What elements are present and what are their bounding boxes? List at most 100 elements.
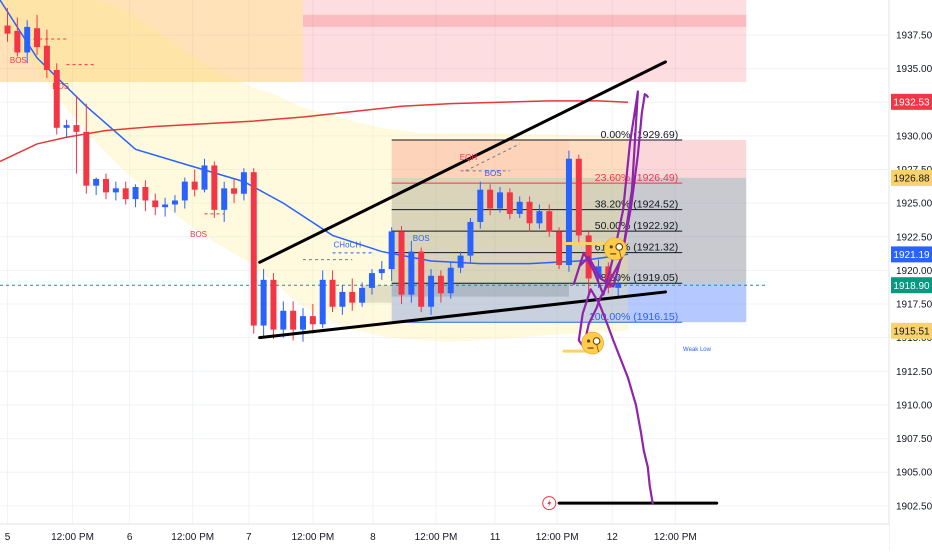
price-badge-label: 1926.88 — [893, 173, 930, 184]
price-badge — [891, 169, 932, 186]
candle-body — [4, 25, 11, 34]
time-tick-label: 12:00 PM — [536, 532, 579, 543]
candle-body — [290, 310, 297, 330]
candle-body — [240, 172, 247, 194]
zone-box — [391, 140, 569, 178]
emoji-face — [581, 331, 604, 355]
candle-body — [300, 316, 306, 330]
candle-body — [14, 30, 21, 53]
price-badge — [891, 93, 932, 110]
candle-body — [93, 178, 100, 186]
price-badges-layer: 1932.53 1926.88 1921.19 1918.90 1915.51 — [891, 93, 932, 339]
time-tick-label: 7 — [246, 532, 252, 543]
price-tick-label: 1922.50 — [896, 232, 932, 243]
zone-box — [362, 285, 392, 303]
annotations-layer: BOS BOS BOS CHoCH BOS EQH BOS Weak Low — [10, 56, 712, 353]
candle-body — [221, 188, 228, 210]
structure-label: CHoCH — [334, 241, 362, 250]
ma-cloud-layer — [0, 0, 629, 342]
moving-average-layer — [0, 0, 629, 265]
candle-body — [211, 165, 218, 210]
time-tick-label: 11 — [490, 532, 501, 543]
fib-level-label: 50.00% (1922.92) — [595, 220, 678, 232]
candle-body — [83, 131, 90, 186]
candle-body — [171, 200, 178, 205]
structure-label: BOS — [485, 169, 502, 178]
zone-box — [568, 140, 747, 178]
price-tick-label: 1930.00 — [896, 131, 932, 142]
candle-body — [142, 186, 149, 201]
price-axis-background — [889, 0, 932, 550]
candle-body — [516, 201, 523, 214]
price-tick-label: 1912.50 — [896, 367, 932, 378]
candle-body — [181, 181, 188, 201]
candle-body — [53, 69, 60, 128]
time-tick-label: 12:00 PM — [415, 532, 458, 543]
emoji-eye — [586, 339, 591, 343]
candle-body — [231, 188, 238, 194]
fib-level-label: 100.00% (1916.15) — [589, 311, 678, 323]
price-tick-label: 1935.00 — [896, 64, 932, 75]
candle-body — [43, 45, 50, 70]
structure-label: BOS — [10, 56, 27, 65]
candle-body — [103, 178, 109, 193]
price-tick-label: 1902.50 — [896, 501, 932, 512]
candle-body — [565, 158, 572, 266]
candle-body — [349, 291, 356, 303]
emoji-monocle-chain — [618, 249, 622, 258]
zone-box — [303, 0, 747, 83]
price-tick-label: 1937.50 — [896, 30, 932, 41]
candle-body — [526, 201, 533, 224]
emoji-monocle — [615, 243, 624, 251]
candle-body — [132, 186, 139, 200]
price-tick-label: 1907.50 — [896, 434, 932, 445]
candle-body — [201, 165, 208, 190]
moving-average-line — [0, 100, 629, 163]
price-badge — [891, 246, 932, 263]
price-badge-label: 1921.19 — [893, 250, 930, 261]
time-tick-label: 12:00 PM — [291, 532, 334, 543]
candle-body — [270, 279, 277, 330]
candle-body — [162, 204, 169, 208]
price-badge — [891, 277, 932, 294]
candle-body — [457, 255, 464, 268]
emoji-monocle-chain — [596, 343, 599, 353]
time-axis-background — [0, 524, 889, 550]
structure-label: Weak Low — [683, 347, 712, 353]
emoji-eye — [609, 245, 613, 249]
price-tick-label: 1925.00 — [896, 199, 932, 210]
monocle-face-icon — [603, 237, 627, 261]
candle-body — [388, 231, 395, 270]
projection-path — [579, 93, 649, 288]
lightning-bolt-shape — [547, 499, 552, 508]
candle-body — [477, 189, 484, 222]
time-tick-label: 12:00 PM — [654, 532, 697, 543]
candle-body — [34, 28, 41, 48]
candle-body — [260, 279, 267, 326]
candle-body — [339, 291, 346, 307]
ma-cloud-area — [0, 0, 629, 342]
candle-body — [398, 231, 405, 295]
time-tick-label: 5 — [5, 532, 11, 543]
candle-body — [447, 267, 454, 294]
candle-body — [280, 310, 287, 330]
zone-box — [0, 0, 303, 83]
candles-layer — [4, 8, 622, 342]
candle-body — [497, 192, 503, 209]
candle-body — [122, 188, 129, 200]
price-badge-label: 1918.90 — [893, 281, 930, 292]
fibonacci-layer: 0.00% (1929.69)23.60% (1926.49)38.20% (1… — [391, 129, 683, 323]
structure-label: EQH — [460, 153, 478, 162]
candle-body — [467, 221, 474, 256]
moving-average-line — [0, 0, 629, 265]
dashed-line — [465, 143, 520, 172]
price-badge-label: 1932.53 — [893, 97, 930, 108]
zone-box — [303, 14, 747, 27]
candle-body — [329, 279, 336, 307]
candle-body — [378, 269, 385, 274]
time-tick-label: 12:00 PM — [171, 532, 214, 543]
price-tick-label: 1910.00 — [896, 400, 932, 411]
